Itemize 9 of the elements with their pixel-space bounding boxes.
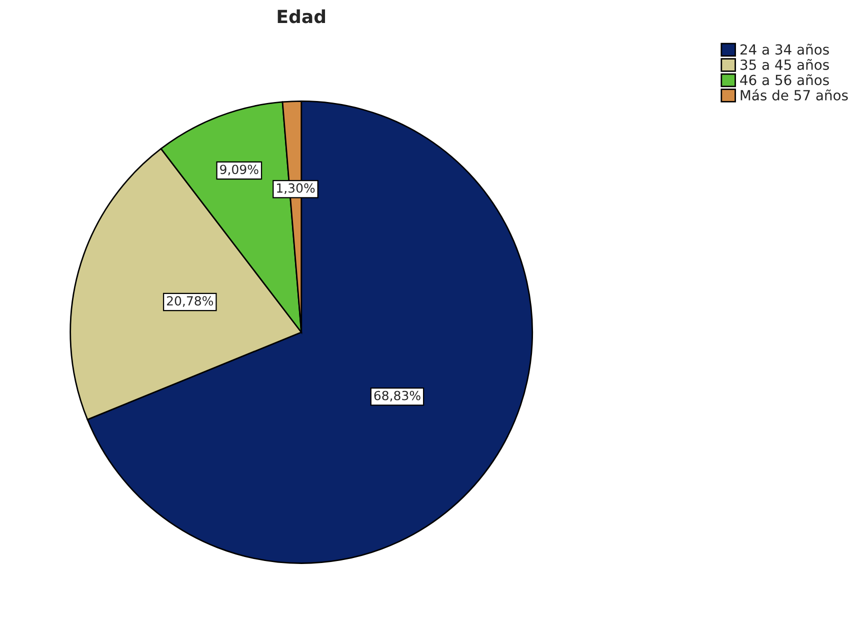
legend-label: Más de 57 años [740, 89, 848, 100]
data-label: 68,83% [374, 390, 420, 402]
data-label: 20,78% [166, 296, 214, 307]
legend-label: 35 a 45 años [740, 58, 829, 70]
chart-title: Edad [278, 9, 326, 24]
legend-label: 24 a 34 años [740, 44, 829, 55]
data-label: 9,09% [220, 164, 258, 176]
data-label: 1,30% [277, 183, 315, 194]
legend-label: 46 a 56 años [740, 74, 829, 86]
